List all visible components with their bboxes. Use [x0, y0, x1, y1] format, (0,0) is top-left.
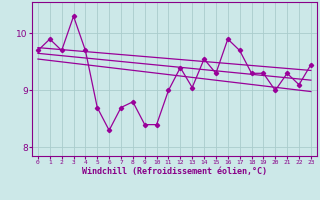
- X-axis label: Windchill (Refroidissement éolien,°C): Windchill (Refroidissement éolien,°C): [82, 167, 267, 176]
